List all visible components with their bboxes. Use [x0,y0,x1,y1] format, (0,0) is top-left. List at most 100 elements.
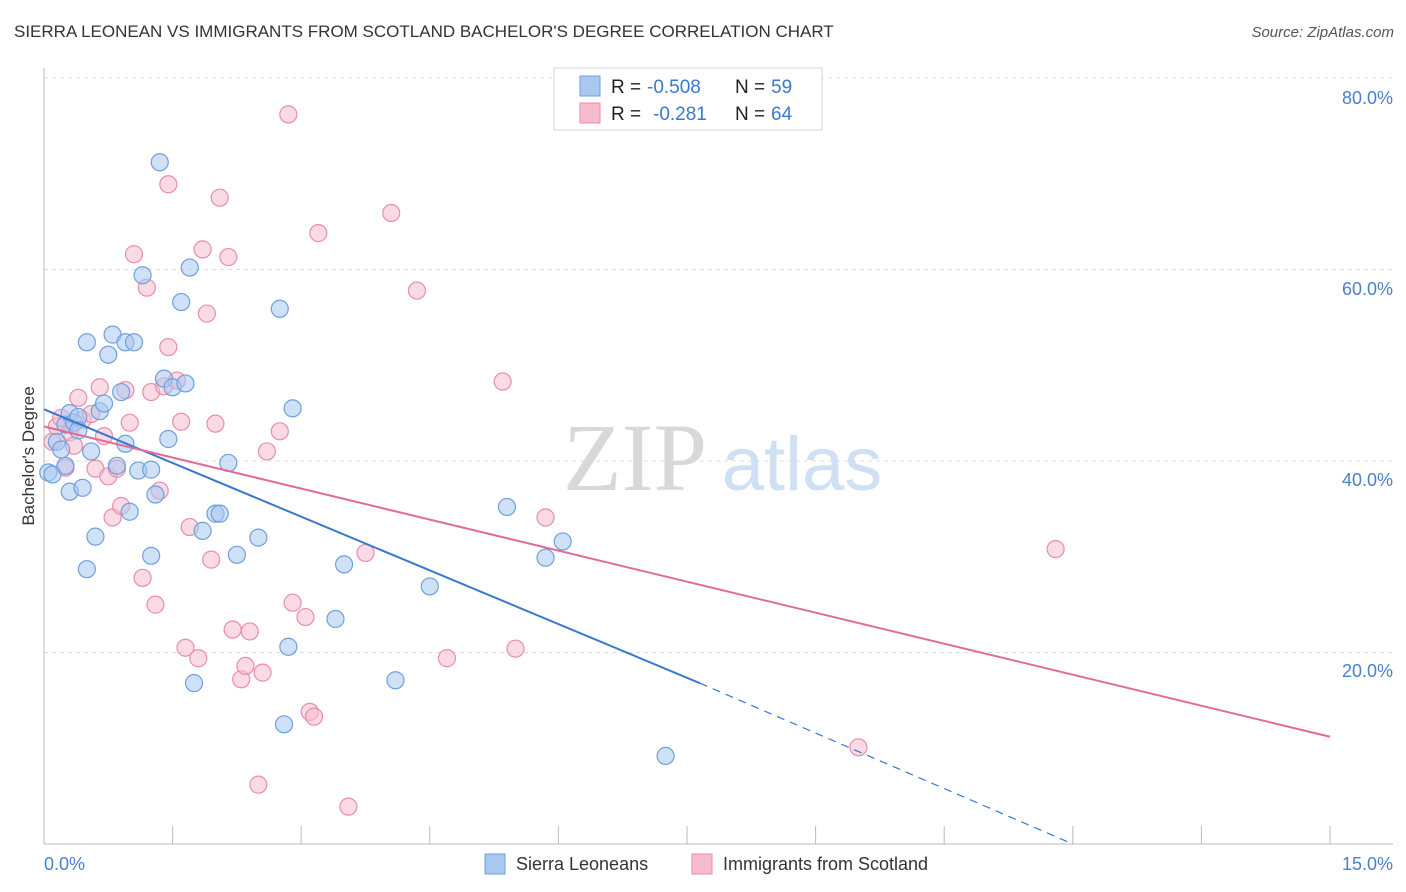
sierra-leonean-point-49 [326,609,345,629]
sierra-leonean-point-44 [249,528,268,547]
sierra-leonean-point-36 [176,374,195,393]
scotland-point-40 [236,656,255,676]
sierra-leonean-point-33 [159,429,178,449]
sierra-leonean-point-41 [210,504,229,523]
series-sierra-leoneans [39,153,675,766]
stats-n-value-pink: 64 [771,104,793,125]
scotland-point-35 [206,414,225,433]
trend-line-sierra-leoneans [43,408,701,685]
sierra-leonean-point-24 [120,502,139,521]
scotland-point-34 [202,550,221,569]
y-tick-label-20: 20.0% [1342,661,1393,681]
sierra-leonean-point-28 [142,546,161,565]
stats-r-label-blue: R = [611,77,641,98]
sierra-leonean-point-31 [150,153,169,172]
sierra-leonean-point-52 [420,577,439,596]
scotland-point-51 [309,224,328,243]
scotland-point-25 [159,175,178,194]
sierra-leonean-point-3 [52,440,71,459]
trend-line-sierra-leoneans-extrapolated [699,682,1074,845]
sierra-leonean-point-51 [386,671,405,690]
scotland-point-43 [253,663,272,682]
sierra-leonean-point-50 [334,555,354,574]
sierra-leonean-point-47 [279,637,298,656]
scotland-point-52 [339,797,358,816]
chart-title: SIERRA LEONEAN VS IMMIGRANTS FROM SCOTLA… [14,22,834,41]
sierra-leonean-point-37 [180,258,199,277]
scotland-point-61 [849,738,868,757]
scotland-point-10 [90,378,109,397]
scotland-point-57 [493,372,512,391]
scotland-point-19 [133,568,152,587]
scotland-point-42 [249,775,268,794]
sierra-leonean-point-43 [227,545,246,564]
y-tick-label-60: 60.0% [1342,279,1393,299]
scotland-point-31 [189,649,208,668]
gridlines [44,77,1393,653]
legend-label-sierra-leoneans: Sierra Leoneans [516,854,648,874]
x-tick-label-min: 0.0% [44,854,85,874]
sierra-leonean-point-54 [536,548,555,567]
scotland-point-46 [279,105,298,124]
x-tick-label-max: 15.0% [1342,854,1393,874]
scotland-point-47 [283,593,302,612]
sierra-leonean-point-53 [497,497,517,517]
scotland-point-55 [407,281,427,300]
sierra-leonean-point-48 [283,399,302,418]
stats-r-label-pink: R = [611,104,641,125]
legend-label-immigrants-from-scotland: Immigrants from Scotland [723,854,928,874]
scotland-point-28 [172,412,191,431]
scotland-point-38 [223,620,242,639]
y-tick-label-40: 40.0% [1342,470,1393,490]
scotland-point-22 [146,595,165,614]
sierra-leonean-point-55 [553,532,572,551]
sierra-leonean-point-12 [77,560,96,579]
sierra-leonean-point-11 [73,478,92,497]
y-tick-label-80: 80.0% [1342,88,1393,108]
sierra-leonean-point-18 [99,345,118,364]
stats-swatch-pink [579,102,601,124]
watermark-zip: ZIP [563,404,707,511]
scotland-point-45 [270,422,289,441]
scotland-point-33 [197,304,216,323]
stats-swatch-blue [579,75,601,97]
scotland-point-41 [240,622,259,641]
scotland-point-6 [69,388,88,407]
sierra-leonean-point-13 [77,333,96,352]
legend-swatch-immigrants-from-scotland [691,853,713,875]
scotland-point-26 [159,337,178,357]
sierra-leonean-point-35 [172,292,191,312]
scotland-point-54 [382,203,401,223]
scotland-point-17 [120,413,139,432]
scotland-point-60 [1046,539,1065,559]
stats-box: R = -0.508 N = 59 R = -0.281 N = 64 [553,67,823,131]
scotland-point-58 [506,639,525,658]
sierra-leonean-point-14 [82,442,101,461]
stats-n-label-pink: N = [735,104,765,125]
scotland-point-37 [219,247,238,267]
trend-lines [43,408,1331,845]
sierra-leonean-point-21 [112,382,131,402]
stats-r-value-blue: -0.508 [647,77,701,98]
sierra-leonean-point-17 [94,394,114,413]
stats-n-label-blue: N = [735,77,765,98]
trend-line-immigrants-from-scotland [43,425,1331,738]
sierra-leonean-point-5 [56,456,75,475]
scotland-point-32 [193,240,212,259]
scotland-point-18 [124,245,144,264]
sierra-leonean-point-1 [43,465,62,484]
sierra-leonean-point-45 [270,299,289,318]
sierra-leonean-point-25 [124,333,144,352]
legend-swatch-sierra-leoneans [484,853,506,875]
sierra-leonean-point-46 [274,715,294,734]
scotland-point-50 [304,707,324,726]
scotland-point-56 [437,649,457,668]
axes [43,68,1393,845]
sierra-leonean-point-20 [107,456,126,475]
sierra-leonean-point-39 [193,521,212,540]
legend: Sierra Leoneans Immigrants from Scotland [484,853,928,875]
sierra-leonean-point-30 [146,485,165,504]
scotland-point-59 [536,508,555,527]
sierra-leonean-point-27 [133,266,152,285]
